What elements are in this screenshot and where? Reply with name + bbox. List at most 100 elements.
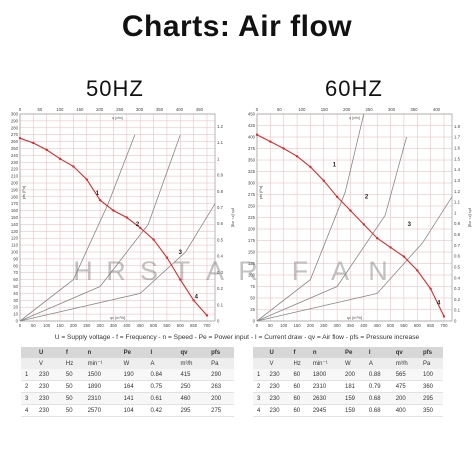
table-cell: 230 — [265, 404, 290, 417]
top-tick-label: 300 — [388, 107, 396, 112]
table-cell: 400 — [391, 404, 419, 417]
table-header-cell: U — [35, 347, 62, 358]
y-tick-label: 250 — [248, 204, 256, 209]
operating-point-label: 3 — [408, 222, 412, 228]
data-point — [139, 226, 142, 230]
right-tick-label: 0 — [454, 319, 457, 324]
data-point — [309, 165, 312, 169]
x-tick-label: 300 — [97, 323, 105, 328]
table-cell: 0.75 — [146, 380, 177, 393]
top-tick-label: 100 — [298, 107, 306, 112]
table-cell: 290 — [207, 369, 234, 381]
right-tick-label: 0.1 — [454, 308, 461, 313]
x-tick-label: 50 — [268, 323, 273, 328]
operating-point-label: 4 — [437, 300, 441, 306]
y-tick-label: 10 — [13, 312, 18, 317]
y-tick-label: 450 — [248, 112, 256, 117]
y-axis-label: pfs [Pa] — [258, 186, 263, 200]
data-point — [429, 287, 432, 290]
right-tick-label: 0.2 — [217, 286, 224, 291]
data-point — [32, 141, 35, 145]
y-tick-label: 270 — [11, 132, 19, 137]
table-header-cell: qv — [391, 347, 419, 358]
table-header-cell: f — [289, 347, 309, 358]
data-point — [322, 179, 325, 182]
table-unit-cell: min⁻¹ — [83, 358, 120, 369]
data-point — [179, 278, 182, 281]
right-tick-label: 0.6 — [217, 221, 224, 226]
y-tick-label: 190 — [11, 187, 19, 192]
plot-frame — [19, 113, 216, 322]
right-tick-label: 0.8 — [217, 189, 224, 194]
table-row: 2 230 50 1890 164 0.75 250 263 — [21, 380, 234, 393]
table-row: 4 230 50 2570 104 0.42 295 275 — [21, 404, 234, 417]
top-tick-label: 0 — [19, 107, 22, 112]
top-tick-label: 100 — [56, 107, 64, 112]
top-tick-label: 400 — [433, 107, 441, 112]
table-header-cell: Pe — [340, 347, 365, 358]
y-tick-label: 20 — [13, 305, 18, 310]
table-cell: 181 — [340, 380, 365, 393]
table-cell: 164 — [119, 380, 147, 393]
right-tick-label: 1.3 — [454, 178, 461, 183]
table-unit-cell: A — [364, 358, 392, 369]
top-tick-label: 350 — [156, 107, 164, 112]
table-cell: 200 — [340, 369, 365, 381]
y-tick-label: 240 — [11, 153, 19, 158]
y-tick-label: 125 — [248, 261, 256, 266]
helper-curve — [256, 136, 407, 322]
table-cell: 1 — [253, 369, 266, 381]
table-header-cell: f — [61, 347, 84, 358]
helper-curve — [19, 134, 136, 322]
table-header-cell: pfs — [419, 347, 443, 358]
data-point — [112, 209, 115, 212]
y-tick-label: 110 — [11, 243, 18, 248]
operating-point-label: 4 — [195, 295, 199, 301]
table-row: 1 230 50 1500 190 0.84 415 290 — [21, 369, 234, 381]
chart-50hz: 0 50 100 150 200 250 300 350 400 450 500 550 600 650 7… — [11, 107, 236, 328]
y-tick-label: 375 — [248, 146, 256, 151]
table-cell: 104 — [119, 404, 147, 417]
data-point — [85, 178, 88, 181]
table-unit-cell: Hz — [61, 358, 84, 369]
table-header-cell: I — [364, 347, 392, 358]
y-tick-label: 275 — [248, 192, 256, 197]
data-point — [295, 155, 299, 158]
y-tick-label: 0 — [16, 319, 19, 324]
y-tick-label: 50 — [250, 296, 255, 301]
y-tick-label: 175 — [248, 238, 256, 243]
data-point — [416, 269, 419, 272]
table-cell: 230 — [35, 404, 62, 417]
data-point — [18, 136, 22, 140]
table-cell: 565 — [391, 369, 419, 381]
right-tick-label: 1.2 — [217, 124, 224, 129]
table-unit-cell: m³/h — [176, 358, 208, 369]
top-tick-label: 350 — [410, 107, 418, 112]
y-tick-label: 250 — [11, 146, 19, 151]
x-tick-label: 700 — [203, 323, 211, 328]
table-unit-cell: W — [340, 358, 365, 369]
table-unit-cell: V — [35, 358, 62, 369]
y-tick-label: 350 — [248, 158, 256, 163]
x-tick-label: 200 — [70, 323, 78, 328]
top-tick-label: 50 — [38, 107, 43, 112]
data-point — [205, 314, 209, 317]
data-point — [98, 199, 102, 202]
top-tick-label: 200 — [96, 107, 104, 112]
y-tick-label: 70 — [13, 270, 18, 275]
x-tick-label: 300 — [334, 323, 342, 328]
operating-point-label: 2 — [136, 222, 140, 228]
top-tick-label: 250 — [366, 107, 374, 112]
x-tick-label: 600 — [414, 323, 422, 328]
x-tick-label: 250 — [83, 323, 91, 328]
table-cell: 60 — [289, 392, 309, 405]
data-point — [255, 133, 259, 136]
table-row: 3 230 60 2630 159 0.68 200 295 — [253, 392, 443, 405]
y-tick-label: 200 — [248, 227, 256, 232]
right-tick-label: 1.8 — [454, 124, 461, 129]
y-tick-label: 300 — [11, 112, 19, 117]
helper-curve — [256, 113, 365, 322]
right-tick-label: 0.6 — [454, 254, 461, 259]
